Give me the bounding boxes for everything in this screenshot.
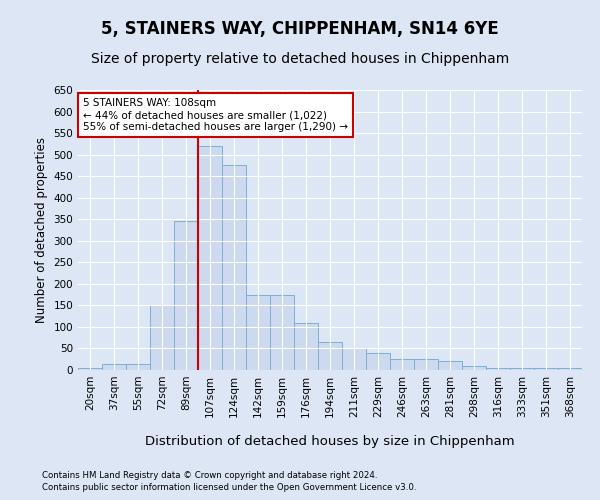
Bar xyxy=(318,342,342,370)
Text: Contains public sector information licensed under the Open Government Licence v3: Contains public sector information licen… xyxy=(42,484,416,492)
Bar xyxy=(462,366,486,370)
Bar xyxy=(486,368,510,370)
Text: Distribution of detached houses by size in Chippenham: Distribution of detached houses by size … xyxy=(145,435,515,448)
Bar xyxy=(510,368,534,370)
Bar xyxy=(150,306,174,370)
Bar xyxy=(174,222,198,370)
Bar xyxy=(270,294,294,370)
Bar xyxy=(246,294,270,370)
Text: Size of property relative to detached houses in Chippenham: Size of property relative to detached ho… xyxy=(91,52,509,66)
Text: 5 STAINERS WAY: 108sqm
← 44% of detached houses are smaller (1,022)
55% of semi-: 5 STAINERS WAY: 108sqm ← 44% of detached… xyxy=(83,98,348,132)
Bar xyxy=(222,166,246,370)
Bar xyxy=(366,353,390,370)
Bar xyxy=(78,368,102,370)
Bar xyxy=(438,362,462,370)
Bar xyxy=(558,368,582,370)
Bar xyxy=(390,359,414,370)
Bar xyxy=(294,322,318,370)
Bar xyxy=(414,359,438,370)
Bar xyxy=(534,368,558,370)
Bar xyxy=(126,364,150,370)
Bar xyxy=(198,146,222,370)
Y-axis label: Number of detached properties: Number of detached properties xyxy=(35,137,48,323)
Bar xyxy=(342,348,366,370)
Text: Contains HM Land Registry data © Crown copyright and database right 2024.: Contains HM Land Registry data © Crown c… xyxy=(42,471,377,480)
Bar xyxy=(102,364,126,370)
Text: 5, STAINERS WAY, CHIPPENHAM, SN14 6YE: 5, STAINERS WAY, CHIPPENHAM, SN14 6YE xyxy=(101,20,499,38)
